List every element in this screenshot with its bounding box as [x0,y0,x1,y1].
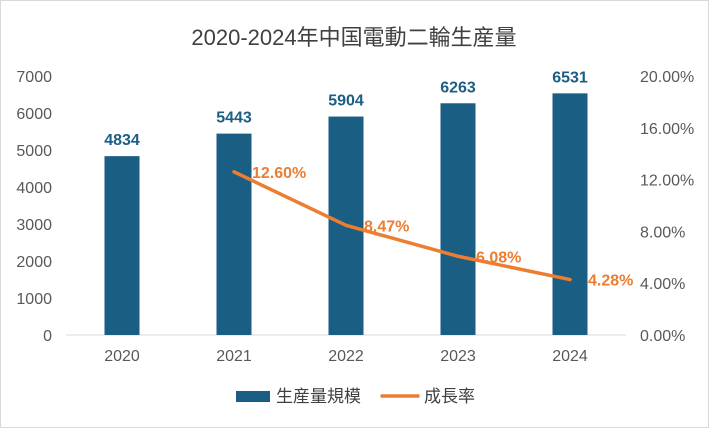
y-left-tick-label: 1000 [16,291,52,308]
y-right-tick-label: 0.00% [640,328,685,345]
bar-value-label: 5443 [216,110,252,127]
y-left-tick-label: 6000 [16,106,52,123]
legend-swatch-production [236,391,270,402]
x-tick-label: 2022 [328,348,364,365]
legend-label-production: 生産量規模 [276,387,361,406]
y-left-tick-label: 4000 [16,180,52,197]
legend-label-growth-rate: 成長率 [424,387,475,406]
chart-title: 2020-2024年中国電動二輪生産量 [191,25,516,50]
x-tick-label: 2021 [216,348,252,365]
bar-value-labels: 4834 5443 5904 6263 6531 [104,69,588,149]
y-left-tick-label: 2000 [16,254,52,271]
legend-item-production: 生産量規模 [236,387,361,406]
bar-2020 [104,156,140,335]
bar-value-label: 6531 [552,69,588,86]
line-value-label: 8.47% [364,218,409,235]
line-value-label: 4.28% [588,273,633,290]
bar-value-label: 5904 [328,93,364,110]
bar-value-label: 6263 [440,79,476,96]
bar-2021 [216,133,252,335]
y-left-tick-label: 3000 [16,217,52,234]
line-series-growth-rate [232,170,572,282]
y-right-tick-label: 12.00% [640,173,694,190]
y-right-tick-label: 20.00% [640,69,694,86]
axes: 0 1000 2000 3000 4000 5000 6000 7000 0.00% 4.00% 8… [16,69,694,365]
x-tick-label: 2020 [104,348,140,365]
legend: 生産量規模 成長率 [236,387,475,406]
y-left-tick-label: 5000 [16,143,52,160]
y-right-tick-label: 4.00% [640,276,685,293]
bar-2023 [440,103,476,335]
bar-2024 [552,93,588,335]
x-tick-label: 2023 [440,348,476,365]
bar-series-production [104,93,588,335]
line-value-label: 12.60% [252,165,306,182]
line-value-labels: 12.60%8.47%6.08%4.28% [252,165,633,290]
growth-rate-line [232,170,572,282]
bar-value-label: 4834 [104,132,140,149]
y-left-tick-label: 0 [43,328,52,345]
x-tick-label: 2024 [552,348,588,365]
legend-item-growth-rate: 成長率 [380,387,475,406]
y-left-tick-label: 7000 [16,69,52,86]
y-right-tick-label: 16.00% [640,121,694,138]
y-right-tick-label: 8.00% [640,224,685,241]
